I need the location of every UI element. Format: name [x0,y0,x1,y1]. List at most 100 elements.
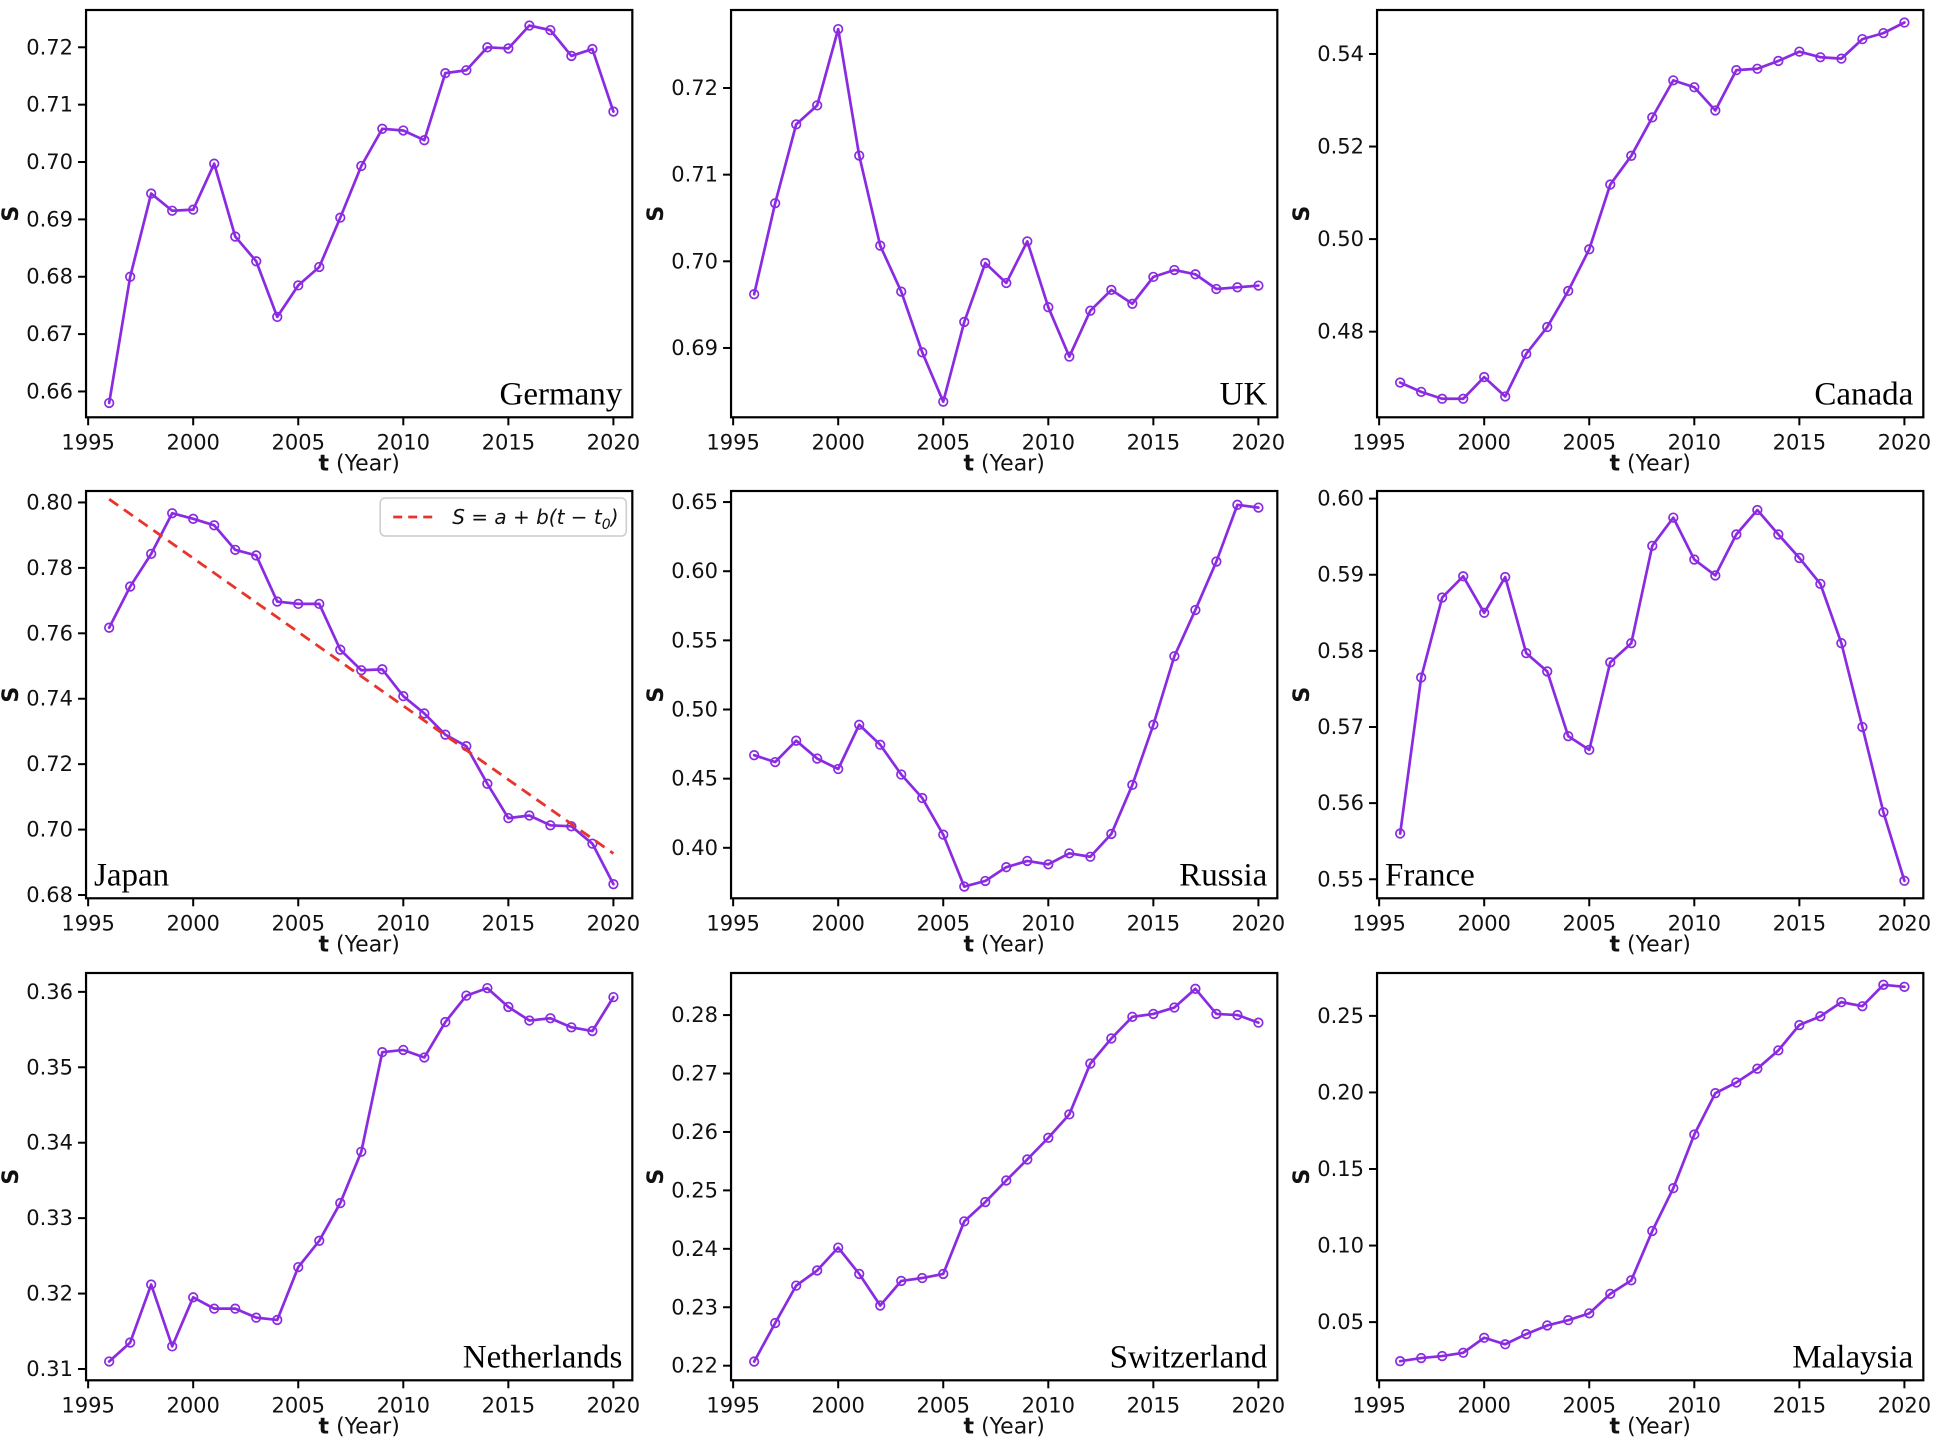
data-point [938,1268,949,1279]
axes-frame [1375,8,1925,419]
data-point [104,622,115,634]
data-point [482,778,493,790]
data-point [749,1356,760,1367]
data-point [440,729,451,741]
y-tick-label: 0.55 [672,628,719,653]
data-point [566,1021,577,1033]
chart-germany: 1995 2000 2005 2010 2015 2020 0.66 0.67 0.68 0.69… [0,0,645,481]
data-point [335,212,346,223]
data-point [1583,745,1595,756]
chart-svg-netherlands: 1995 2000 2005 2010 2015 2020 0.31 0.32 0.33 0.34… [0,971,640,1439]
series-line [1398,21,1906,401]
data-point [1667,1182,1679,1193]
y-tick-label: 0.72 [26,34,73,59]
data-point [1646,541,1658,552]
y-tick-label: 0.68 [26,264,73,289]
series-line [753,987,1261,1363]
x-axis-label: t (Year) [964,451,1045,476]
data-point [188,1291,199,1303]
axes-frame [730,8,1279,419]
data-point [1646,112,1658,123]
data-point [1541,666,1553,677]
data-point [770,757,781,768]
data-point [1394,1355,1405,1366]
x-tick-label: 2000 [166,1392,219,1417]
data-point [335,1197,346,1208]
y-tick-label: 0.80 [26,490,73,515]
chart-svg-uk: 1995 2000 2005 2010 2015 2020 0.69 0.70 0.71 0.72… [645,8,1285,476]
data-point [524,810,535,822]
axes-frame [730,490,1279,900]
y-tick-label: 0.70 [26,817,73,842]
data-point [587,838,598,850]
x-tick-label: 2005 [1562,1392,1615,1417]
y-tick-label: 0.74 [26,686,73,711]
x-tick-label: 1995 [707,1392,760,1417]
chart-svg-malaysia: 1995 2000 2005 2010 2015 2020 0.05 0.10 0.15 0.20… [1291,971,1931,1439]
x-tick-label: 2010 [377,1392,430,1417]
y-tick-label: 0.25 [1317,1003,1364,1028]
x-tick-label: 2000 [1457,429,1510,454]
x-tick-label: 2015 [482,429,535,454]
axes-frame [84,971,634,1382]
x-tick-label: 1995 [1352,1392,1405,1417]
data-point [1085,851,1096,863]
data-point [1064,848,1075,859]
data-point [1646,1225,1658,1236]
data-point [209,1303,220,1314]
x-axis-label: t (Year) [964,933,1045,958]
data-point [230,545,241,556]
country-label: Switzerland [1110,1339,1268,1375]
country-label: UK [1220,376,1268,412]
y-tick-label: 0.71 [26,92,73,117]
data-point [1625,1274,1637,1286]
data-point [1415,386,1426,398]
data-point [104,1355,115,1367]
data-point [812,1264,823,1276]
data-point [1127,780,1138,791]
data-point [938,396,949,407]
data-point [1043,302,1054,313]
data-point [461,990,472,1001]
data-point [1436,393,1447,404]
data-point [398,125,409,136]
data-point [251,550,262,561]
y-axis-label: S [645,1168,669,1184]
data-point [1667,512,1679,524]
data-point [1022,856,1033,867]
x-tick-label: 2000 [812,911,865,936]
data-point [251,256,262,267]
country-label: Canada [1814,376,1913,412]
data-point [1604,657,1616,668]
data-point [1793,46,1805,57]
data-point [209,520,220,531]
data-point [770,1317,781,1328]
x-tick-label: 2005 [917,429,970,454]
x-tick-label: 2020 [1877,1392,1930,1417]
data-point [293,1261,304,1272]
data-point [188,204,199,215]
data-point [1499,572,1511,583]
data-point [959,881,970,893]
data-point [917,347,928,358]
data-point [1085,305,1096,316]
data-point [503,1001,514,1012]
x-tick-label: 1995 [61,1392,114,1417]
data-point [1457,1347,1468,1358]
data-point [1751,1063,1763,1074]
data-point [1562,1314,1574,1325]
data-point [1772,55,1784,67]
chart-svg-canada: 1995 2000 2005 2010 2015 2020 0.48 0.50 0.52 0.54… [1291,8,1931,476]
data-point [1898,17,1910,28]
data-point [1253,1017,1264,1028]
chart-uk: 1995 2000 2005 2010 2015 2020 0.69 0.70 0.71 0.72… [645,0,1290,481]
data-point [146,549,157,560]
x-tick-label: 2005 [272,911,325,936]
data-point [812,100,823,111]
x-tick-label: 1995 [707,911,760,936]
chart-russia: 1995 2000 2005 2010 2015 2020 0.40 0.45 0.50 0.55… [645,481,1290,962]
data-point [167,205,178,216]
x-tick-label: 2015 [482,1392,535,1417]
x-tick-label: 2000 [1457,911,1510,936]
data-point [1625,638,1637,649]
